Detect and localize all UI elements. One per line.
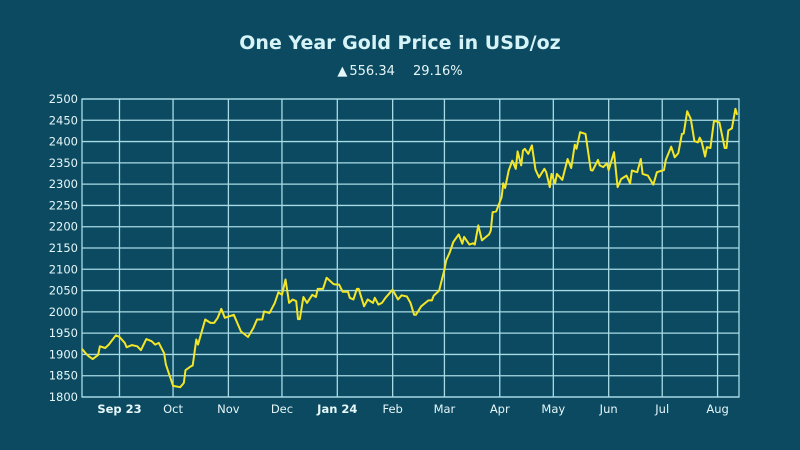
y-tick-label: 2100 <box>49 262 78 276</box>
x-tick-label: Jul <box>654 402 669 416</box>
chart-subtitle: ▲ 556.34 29.16% <box>0 64 800 79</box>
x-tick-label: Mar <box>434 402 456 416</box>
y-tick-label: 2500 <box>49 92 78 106</box>
y-tick-label: 2350 <box>49 156 78 170</box>
triangle-up-icon: ▲ <box>337 64 348 79</box>
change-percent: 29.16% <box>413 64 463 79</box>
x-tick-label: Sep 23 <box>97 402 141 416</box>
y-tick-label: 1850 <box>49 369 78 383</box>
y-tick-label: 2150 <box>49 241 78 255</box>
x-tick-label: Jan 24 <box>316 402 357 416</box>
x-tick-label: Nov <box>217 402 240 416</box>
x-tick-label: Apr <box>490 402 510 416</box>
x-tick-label: Jun <box>599 402 618 416</box>
change-value: ▲ 556.34 <box>337 64 395 79</box>
x-tick-label: Dec <box>271 402 293 416</box>
change-value-text: 556.34 <box>349 64 395 79</box>
y-tick-label: 1900 <box>49 347 78 361</box>
y-tick-label: 2050 <box>49 284 78 298</box>
y-tick-label: 2450 <box>49 113 78 127</box>
x-tick-label: May <box>541 402 565 416</box>
x-tick-label: Feb <box>382 402 402 416</box>
x-tick-label: Aug <box>706 402 728 416</box>
y-tick-label: 2400 <box>49 135 78 149</box>
y-tick-label: 1950 <box>49 326 78 340</box>
y-tick-label: 2000 <box>49 305 78 319</box>
price-line <box>81 107 739 389</box>
y-tick-label: 2250 <box>49 198 78 212</box>
y-tick-label: 2200 <box>49 220 78 234</box>
x-tick-label: Oct <box>163 402 183 416</box>
y-tick-label: 2300 <box>49 177 78 191</box>
y-tick-label: 1800 <box>49 390 78 404</box>
chart-title: One Year Gold Price in USD/oz <box>239 32 561 54</box>
